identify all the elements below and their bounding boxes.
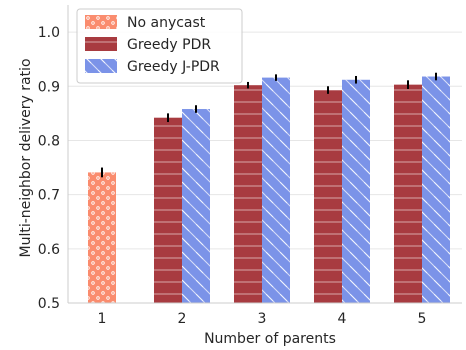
x-tick-label: 1 xyxy=(98,311,107,327)
bar-hatch xyxy=(88,172,116,303)
bar-hatch xyxy=(262,77,290,303)
tick-labels: 0.5 0.6 0.7 0.8 0.9 1.0 1 2 3 4 5 xyxy=(38,25,427,327)
x-tick-label: 4 xyxy=(338,311,347,327)
y-tick-label: 0.9 xyxy=(38,79,60,95)
error-bars xyxy=(101,72,437,178)
x-tick-label: 3 xyxy=(258,311,267,327)
y-tick-label: 0.6 xyxy=(38,242,60,258)
bar-hatch xyxy=(182,109,210,304)
x-axis-label: Number of parents xyxy=(204,331,336,347)
y-tick-label: 0.7 xyxy=(38,188,60,204)
bar-hatch xyxy=(422,76,450,304)
x-tick-label: 2 xyxy=(178,311,187,327)
legend-box xyxy=(76,8,243,84)
y-axis-label: Multi-neighbor delivery ratio xyxy=(18,58,34,257)
legend-swatch-hatch xyxy=(85,59,117,73)
bar-hatch xyxy=(154,117,182,303)
legend: No anycast Greedy PDR Greedy J-PDR xyxy=(76,8,243,84)
bar-hatch xyxy=(394,84,422,303)
legend-label: Greedy J-PDR xyxy=(127,59,220,75)
bar-hatch xyxy=(314,90,342,303)
x-tick-label: 5 xyxy=(418,311,427,327)
y-tick-label: 0.8 xyxy=(38,133,60,149)
bars xyxy=(88,76,450,304)
legend-swatch-hatch xyxy=(85,15,117,29)
bar-hatch xyxy=(234,85,262,304)
axes xyxy=(67,5,462,304)
legend-label: Greedy PDR xyxy=(127,37,211,53)
y-tick-label: 0.5 xyxy=(38,296,60,312)
legend-label: No anycast xyxy=(127,15,206,31)
y-tick-label: 1.0 xyxy=(38,25,60,41)
bar-hatch xyxy=(342,79,370,304)
legend-swatch-hatch xyxy=(85,37,117,51)
